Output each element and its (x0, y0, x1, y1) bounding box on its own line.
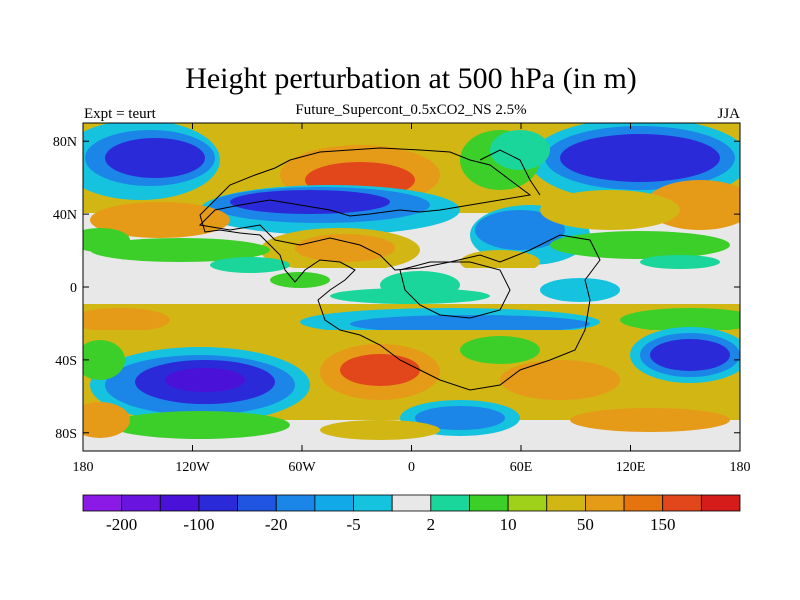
lat-tick-label: 0 (70, 281, 77, 296)
colorbar-label: -200 (106, 515, 137, 534)
colorbar-swatch (430, 494, 470, 512)
colorbar-swatch (546, 494, 586, 512)
colorbar-swatch (353, 494, 393, 512)
lon-tick-label: 60E (510, 460, 533, 475)
left-string: Expt = teurt (84, 106, 157, 122)
colorbar-label: -100 (183, 515, 214, 534)
colorbar-label: 150 (650, 515, 676, 534)
colorbar-swatch (159, 494, 200, 512)
colorbar: -200 -100 -20 -5 2 10 50 150 (82, 494, 741, 534)
colorbar-swatch (662, 494, 702, 512)
lon-tick-label: 60W (288, 460, 316, 475)
lat-tick-label: 40N (53, 208, 77, 223)
contour-field (83, 123, 740, 451)
lon-tick-label: 0 (408, 460, 415, 475)
lon-tick-label: 180 (73, 460, 94, 475)
colorbar-label: 50 (577, 515, 594, 534)
center-string: Future_Supercont_0.5xCO2_NS 2.5% (295, 102, 526, 118)
figure-title: Height perturbation at 500 hPa (in m) (185, 62, 637, 95)
continent-outline (198, 147, 601, 391)
colorbar-label: -20 (265, 515, 288, 534)
inland-sea-outline (399, 261, 511, 319)
colorbar-swatch (469, 494, 509, 512)
colorbar-label: 2 (427, 515, 436, 534)
colorbar-swatch (198, 494, 238, 512)
lat-axis: 80N 40N 0 40S 80S (53, 135, 740, 442)
colorbar-swatch (275, 494, 316, 512)
colorbar-swatch (82, 494, 123, 512)
colorbar-swatch (314, 494, 354, 512)
colorbar-label: -5 (346, 515, 360, 534)
colorbar-label: 10 (500, 515, 517, 534)
lat-tick-label: 80S (55, 427, 77, 442)
colorbar-swatch (121, 494, 161, 512)
colorbar-swatch (391, 494, 432, 512)
colorbar-swatch (507, 494, 548, 512)
lon-tick-label: 120W (175, 460, 210, 475)
colorbar-swatch (237, 494, 277, 512)
lat-tick-label: 40S (55, 354, 77, 369)
lat-tick-label: 80N (53, 135, 77, 150)
right-string: JJA (717, 106, 740, 122)
colorbar-swatch (623, 494, 664, 512)
lon-axis: 180 120W 60W 0 60E 120E 180 (73, 123, 751, 475)
lon-tick-label: 180 (730, 460, 751, 475)
colorbar-swatch (700, 494, 741, 512)
colorbar-swatch (585, 494, 625, 512)
lon-tick-label: 120E (616, 460, 646, 475)
